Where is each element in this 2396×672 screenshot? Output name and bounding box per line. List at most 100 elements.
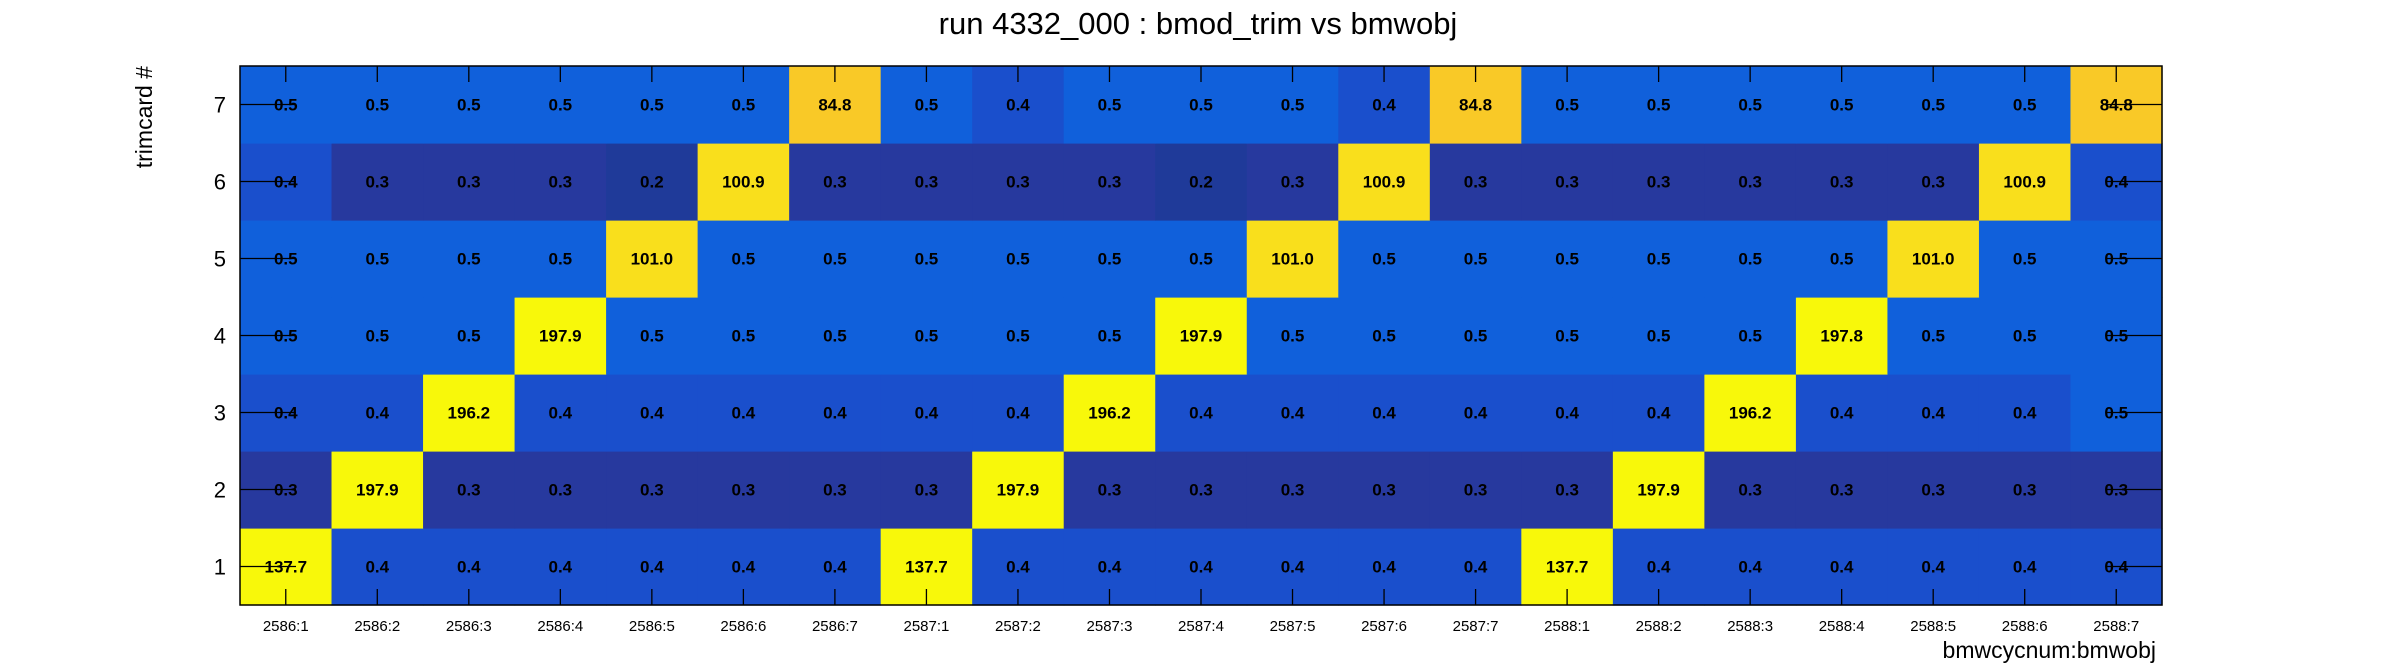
cell-value-label: 0.5 (457, 96, 481, 115)
cell-value-label: 0.4 (640, 404, 664, 423)
heatmap-cell (1978, 220, 2072, 298)
cell-value-label: 0.5 (1464, 327, 1488, 346)
x-axis-title: bmwcycnum:bmwobj (1943, 637, 2156, 663)
cell-value-label: 0.3 (732, 481, 756, 500)
cell-value-label: 0.5 (549, 96, 573, 115)
cell-value-label: 0.5 (732, 250, 756, 269)
heatmap-cell (789, 220, 882, 298)
heatmap-cell (697, 374, 790, 452)
cell-value-label: 0.4 (365, 404, 389, 423)
cell-value-label: 0.4 (640, 558, 664, 577)
cell-value-label: 137.7 (1546, 558, 1589, 577)
x-tick-label: 2587:5 (1270, 618, 1316, 635)
cell-value-label: 0.5 (1921, 96, 1945, 115)
cell-value-label: 197.9 (1180, 327, 1223, 346)
cell-value-label: 0.3 (1921, 481, 1945, 500)
cell-value-label: 0.5 (1738, 327, 1762, 346)
cell-value-label: 0.5 (365, 327, 389, 346)
y-tick-label: 5 (214, 247, 226, 272)
heatmap-cell (1887, 143, 1980, 221)
cell-value-label: 0.5 (823, 250, 847, 269)
heatmap-cell (1887, 451, 1980, 529)
cell-value-label: 0.4 (549, 404, 573, 423)
cell-value-label: 0.5 (457, 327, 481, 346)
cell-value-label: 0.3 (1098, 481, 1122, 500)
heatmap-cell (972, 297, 1065, 375)
x-tick-label: 2588:7 (2093, 618, 2139, 635)
heatmap-cell (606, 143, 699, 221)
cell-value-label: 0.5 (1738, 96, 1762, 115)
cell-value-label: 0.5 (915, 250, 939, 269)
cell-value-label: 0.4 (1464, 404, 1488, 423)
y-tick-label: 4 (214, 324, 226, 349)
x-axis-ticks: 2586:1 2586:2 2586:3 2586:4 2586:5 2586:6 2586… (263, 66, 2139, 635)
cell-value-label: 0.3 (1555, 481, 1579, 500)
heatmap-cell (514, 451, 607, 529)
y-tick-label: 7 (214, 93, 226, 118)
x-tick-label: 2588:6 (2002, 618, 2048, 635)
cell-value-label: 0.4 (1281, 558, 1305, 577)
x-tick-label: 2587:3 (1087, 618, 1133, 635)
cell-value-label: 0.4 (1189, 404, 1213, 423)
cell-value-label: 100.9 (722, 173, 765, 192)
x-tick-label: 2587:2 (995, 618, 1041, 635)
cell-value-label: 0.5 (1189, 96, 1213, 115)
cell-value-label: 0.3 (1372, 481, 1396, 500)
x-tick-label: 2586:7 (812, 618, 858, 635)
y-axis-title: trimcard # (131, 66, 157, 168)
cell-value-label: 0.5 (1647, 250, 1671, 269)
cell-value-label: 0.5 (1647, 327, 1671, 346)
x-tick-label: 2588:5 (1910, 618, 1956, 635)
x-tick-label: 2587:7 (1453, 618, 1499, 635)
cell-value-label: 100.9 (1363, 173, 1406, 192)
cell-value-label: 0.5 (1830, 250, 1854, 269)
heatmap-cell (1063, 451, 1156, 529)
x-tick-label: 2588:1 (1544, 618, 1590, 635)
cell-value-label: 197.9 (1637, 481, 1680, 500)
cell-value-label: 0.5 (549, 250, 573, 269)
heatmap-cell (789, 374, 882, 452)
cell-value-label: 0.5 (1281, 96, 1305, 115)
cell-value-label: 0.2 (640, 173, 664, 192)
heatmap-cell (1704, 451, 1797, 529)
cell-value-label: 0.4 (1006, 96, 1030, 115)
heatmap-cell (972, 220, 1065, 298)
cell-value-label: 100.9 (2003, 173, 2046, 192)
heatmap-cell (606, 220, 699, 298)
heatmap-cell (880, 143, 973, 221)
cell-value-label: 0.5 (732, 96, 756, 115)
cell-value-label: 0.3 (549, 173, 573, 192)
cell-value-label: 0.3 (1647, 173, 1671, 192)
heatmap-cell (1887, 297, 1980, 375)
heatmap-cell (1612, 220, 1705, 298)
heatmap-cell (606, 451, 699, 529)
heatmap-cell (1704, 143, 1797, 221)
heatmap-cell (1612, 143, 1705, 221)
heatmap-cell-labels: 137.7 0.4 0.4 0.4 0.4 0.4 0.4 137.7 0.4 0.4 0.4 0.4… (264, 96, 2132, 577)
heatmap-cell (1063, 220, 1156, 298)
heatmap-cell (880, 220, 973, 298)
heatmap-cell (1978, 374, 2072, 452)
cell-value-label: 0.4 (1372, 404, 1396, 423)
heatmap-cell (331, 451, 424, 529)
heatmap-cell (1155, 220, 1248, 298)
y-tick-label: 1 (214, 555, 226, 580)
heatmap-cell (880, 451, 973, 529)
x-tick-label: 2587:1 (903, 618, 949, 635)
cell-value-label: 0.3 (823, 481, 847, 500)
cell-value-label: 0.4 (1372, 96, 1396, 115)
heatmap-cell (1704, 297, 1797, 375)
cell-value-label: 0.5 (640, 327, 664, 346)
cell-value-label: 84.8 (818, 96, 851, 115)
cell-value-label: 0.5 (1098, 96, 1122, 115)
cell-value-label: 0.4 (1555, 404, 1579, 423)
cell-value-label: 0.3 (1555, 173, 1579, 192)
cell-value-label: 0.4 (457, 558, 481, 577)
heatmap-cell (1338, 297, 1431, 375)
heatmap-cell (1429, 297, 1522, 375)
x-tick-label: 2587:6 (1361, 618, 1407, 635)
cell-value-label: 0.4 (1830, 558, 1854, 577)
cell-value-label: 0.4 (823, 404, 847, 423)
cell-value-label: 0.3 (1189, 481, 1213, 500)
heatmap-cell (1795, 143, 1889, 221)
